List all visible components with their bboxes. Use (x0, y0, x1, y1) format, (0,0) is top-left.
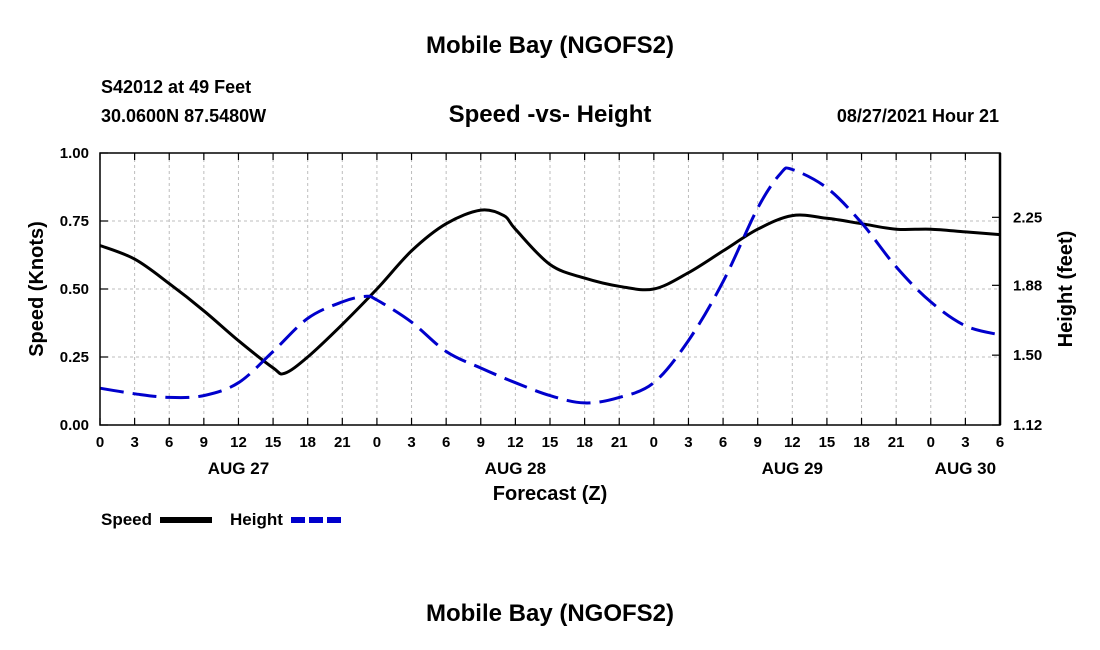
height-series-line (99, 166, 1001, 405)
x-tick-label: 18 (299, 434, 316, 451)
coordinates-label: 30.0600N 87.5480W (101, 106, 267, 126)
forecast-datetime: 08/27/2021 Hour 21 (836, 106, 999, 126)
right-tick-label: 2.25 (1013, 209, 1042, 226)
right-tick-label: 1.12 (1013, 417, 1042, 434)
legend: Speed Height (101, 510, 342, 529)
x-tick-label: 0 (927, 434, 935, 451)
x-tick-label: 18 (853, 434, 870, 451)
right-tick-label: 1.50 (1013, 347, 1042, 364)
x-tick-label: 12 (784, 434, 801, 451)
left-tick-label: 0.75 (60, 213, 89, 230)
left-axis-label: Speed (Knots) (26, 221, 48, 357)
station-label: S42012 at 49 Feet (101, 77, 252, 97)
left-tick-label: 0.50 (60, 281, 89, 298)
x-tick-label: 0 (373, 434, 381, 451)
left-tick-label: 0.00 (60, 417, 89, 434)
x-tick-label: 12 (507, 434, 524, 451)
date-label: AUG 30 (935, 459, 996, 478)
series-layer (99, 166, 1001, 405)
legend-height-label: Height (230, 510, 283, 529)
x-tick-label: 21 (888, 434, 905, 451)
right-axis-label: Height (feet) (1055, 231, 1077, 348)
x-tick-label: 3 (961, 434, 969, 451)
x-tick-label: 15 (265, 434, 282, 451)
chart-title: Speed -vs- Height (448, 101, 652, 128)
legend-speed-label: Speed (101, 510, 152, 529)
x-tick-label: 6 (165, 434, 173, 451)
x-tick-label: 15 (542, 434, 559, 451)
x-tick-label: 0 (650, 434, 658, 451)
date-label: AUG 27 (208, 459, 269, 478)
date-label: AUG 29 (762, 459, 823, 478)
x-tick-label: 0 (96, 434, 104, 451)
x-tick-label: 18 (576, 434, 593, 451)
left-tick-label: 0.25 (60, 349, 89, 366)
page-title: Mobile Bay (NGOFS2) (425, 32, 675, 59)
date-label: AUG 28 (485, 459, 546, 478)
x-axis-label: Forecast (Z) (493, 483, 607, 505)
x-tick-label: 3 (407, 434, 415, 451)
right-tick-label: 1.88 (1013, 277, 1042, 294)
x-tick-label: 6 (719, 434, 727, 451)
x-tick-label: 21 (611, 434, 628, 451)
axis-layer: 0 3 6 9 12 15 18 21 0 3 6 9 12 15 18 21 0 3 6 9 12 15 18 21 0 3 6A… (60, 145, 1042, 478)
footer-title: Mobile Bay (NGOFS2) (425, 600, 675, 627)
x-tick-label: 9 (477, 434, 485, 451)
x-tick-label: 21 (334, 434, 351, 451)
x-tick-label: 6 (996, 434, 1004, 451)
x-tick-label: 3 (130, 434, 138, 451)
left-tick-label: 1.00 (60, 145, 89, 162)
x-tick-label: 3 (684, 434, 692, 451)
x-tick-label: 9 (754, 434, 762, 451)
x-tick-label: 6 (442, 434, 450, 451)
x-tick-label: 12 (230, 434, 247, 451)
x-tick-label: 9 (200, 434, 208, 451)
x-tick-label: 15 (819, 434, 836, 451)
